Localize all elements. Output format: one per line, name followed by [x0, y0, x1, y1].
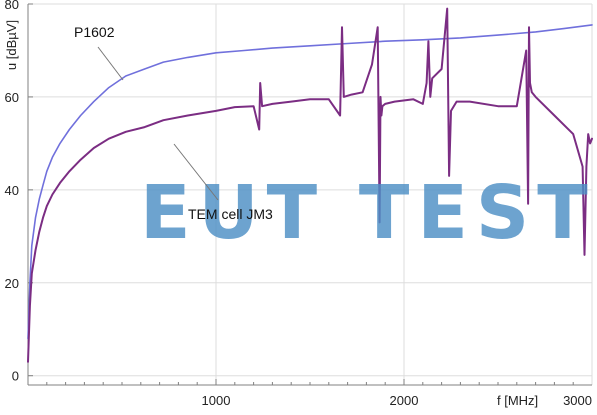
- series-annotations: P1602 TEM cell JM3: [74, 24, 273, 222]
- series-line-p1602: [27, 24, 593, 340]
- x-axis-title: f [MHz]: [497, 393, 538, 408]
- annotation-p1602-leader: [97, 46, 124, 81]
- series-layer: [27, 7, 593, 363]
- y-tick-label: 40: [5, 183, 19, 198]
- annotation-tem-cell-leader: [173, 143, 219, 201]
- x-tick-label: 1000: [202, 393, 231, 408]
- annotation-tem-cell: TEM cell JM3: [188, 206, 273, 222]
- chart-grid: [28, 3, 593, 385]
- x-tick-label: 3000: [563, 393, 592, 408]
- x-tick-label: 2000: [390, 393, 419, 408]
- y-tick-label: 60: [5, 90, 19, 105]
- watermark-text: EUT TEST: [140, 170, 596, 256]
- tick-labels: 1000 2000 3000 0 20 40 60 80: [5, 0, 592, 408]
- y-tick-label: 0: [12, 369, 19, 384]
- y-tick-label: 80: [5, 0, 19, 12]
- series-line-tem-cell: [27, 7, 593, 363]
- y-axis-title: u [dBµV]: [4, 20, 19, 70]
- y-tick-label: 20: [5, 276, 19, 291]
- annotation-p1602: P1602: [74, 24, 115, 40]
